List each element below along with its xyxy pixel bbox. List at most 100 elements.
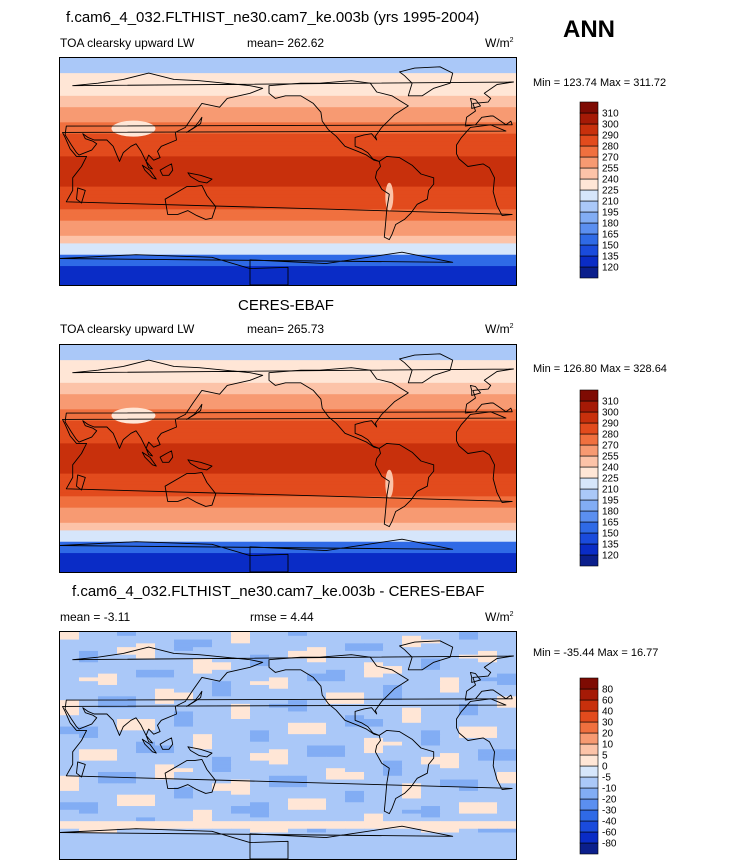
field-cell xyxy=(193,764,213,769)
field-cell xyxy=(212,745,232,750)
field-cell xyxy=(459,734,479,739)
field-cell xyxy=(269,692,289,697)
field-cell xyxy=(79,813,99,818)
field-cell xyxy=(440,688,460,694)
field-cell xyxy=(269,843,289,849)
colorbar-swatch xyxy=(579,776,599,789)
colorbar-tick-label: 255 xyxy=(602,452,619,463)
field-cell xyxy=(402,828,422,834)
field-cell xyxy=(231,639,251,644)
field-cell xyxy=(212,787,232,792)
field-cell xyxy=(136,650,156,656)
field-cell xyxy=(60,745,80,750)
field-cell xyxy=(193,794,213,799)
field-cell xyxy=(421,821,441,826)
field-cell xyxy=(288,764,308,769)
field-cell xyxy=(421,753,441,758)
field-cell xyxy=(421,806,441,811)
field-cell xyxy=(345,643,365,648)
field-cell xyxy=(459,719,479,724)
field-cell xyxy=(174,745,194,750)
field-cell xyxy=(98,669,118,675)
field-cell xyxy=(136,711,156,716)
field-cell xyxy=(459,669,479,675)
field-cell xyxy=(307,779,327,784)
field-cell xyxy=(98,783,118,788)
field-cell xyxy=(117,806,137,811)
field-cell xyxy=(497,692,516,697)
field-cell xyxy=(60,737,80,743)
field-cell xyxy=(364,684,384,690)
field-cell xyxy=(193,669,213,675)
field-cell xyxy=(364,753,384,758)
field-cell xyxy=(212,669,232,675)
field-band xyxy=(60,239,516,244)
tibet-feature xyxy=(111,407,156,424)
field-cell xyxy=(60,650,80,656)
field-band xyxy=(60,386,516,391)
field-cell xyxy=(288,688,308,694)
field-cell xyxy=(345,632,365,637)
field-cell xyxy=(440,715,460,720)
field-cell xyxy=(155,700,175,705)
field-cell xyxy=(212,851,232,856)
colorbar-swatch xyxy=(579,145,599,158)
colorbar-tick-label: 290 xyxy=(602,419,619,430)
coastline xyxy=(469,97,481,109)
field-cell xyxy=(421,635,441,641)
field-cell xyxy=(478,632,498,637)
field-cell xyxy=(364,768,384,773)
field-cell xyxy=(269,840,289,845)
field-cell xyxy=(326,715,346,720)
field-cell xyxy=(345,654,365,659)
panel-1-mean-label: mean= 262.62 xyxy=(247,36,325,50)
field-cell xyxy=(250,828,270,834)
field-cell xyxy=(136,684,156,690)
field-cell xyxy=(269,635,289,641)
field-cell xyxy=(174,787,194,792)
field-cell xyxy=(440,650,460,656)
field-cell xyxy=(345,673,365,678)
field-cell xyxy=(440,760,460,765)
field-band xyxy=(60,171,516,176)
field-cell xyxy=(402,760,422,765)
field-cell xyxy=(117,840,137,845)
field-cell xyxy=(345,753,365,758)
field-cell xyxy=(174,662,194,667)
field-cell xyxy=(478,677,498,682)
field-cell xyxy=(174,647,194,652)
field-cell xyxy=(440,794,460,799)
field-cell xyxy=(383,692,403,697)
colorbar-tick-label: -60 xyxy=(602,828,617,839)
field-cell xyxy=(307,632,327,637)
panel-3-units: W/m2 xyxy=(485,610,514,624)
field-cell xyxy=(421,650,441,656)
field-cell xyxy=(383,775,403,781)
field-cell xyxy=(326,817,346,822)
field-cell xyxy=(212,647,232,652)
field-cell xyxy=(193,813,213,818)
field-band xyxy=(60,133,516,138)
field-cell xyxy=(231,764,251,769)
field-cell xyxy=(440,787,460,792)
field-cell xyxy=(288,719,308,724)
coastline xyxy=(141,738,157,754)
field-cell xyxy=(269,632,289,637)
field-cell xyxy=(459,700,479,705)
field-band xyxy=(60,443,516,448)
colorbar-swatch xyxy=(579,488,599,501)
field-cell xyxy=(231,768,251,773)
field-cell xyxy=(478,650,498,656)
field-band xyxy=(60,401,516,407)
field-cell xyxy=(212,794,232,799)
field-cell xyxy=(497,806,516,811)
field-cell xyxy=(193,700,213,705)
field-cell xyxy=(383,764,403,769)
field-cell xyxy=(459,692,479,697)
field-band xyxy=(60,163,516,169)
field-cell xyxy=(364,798,384,803)
panel-3-title: f.cam6_4_032.FLTHIST_ne30.cam7_ke.003b -… xyxy=(72,583,485,600)
field-cell xyxy=(174,779,194,784)
field-cell xyxy=(288,753,308,758)
field-cell xyxy=(440,700,460,705)
